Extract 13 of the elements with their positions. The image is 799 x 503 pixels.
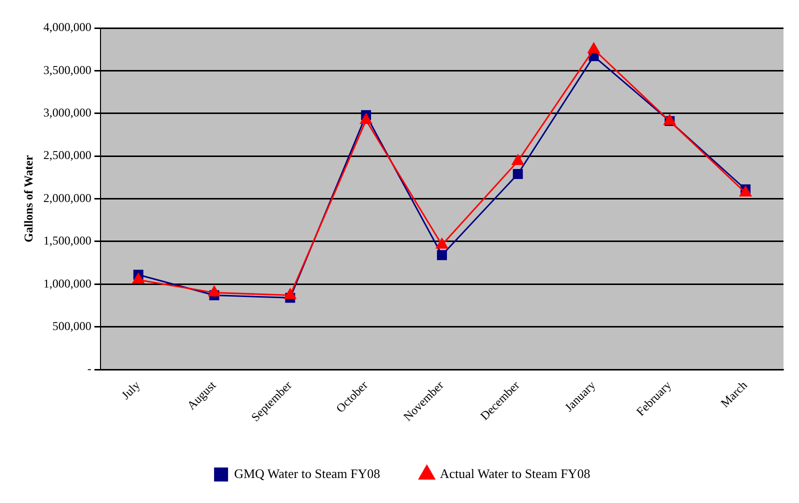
- y-tick-label: 3,000,000: [43, 106, 92, 120]
- y-tick-label: 2,000,000: [43, 190, 92, 205]
- y-tick-label: 2,500,000: [43, 148, 92, 162]
- y-tick-label: 3,500,000: [43, 62, 92, 77]
- legend-label: GMQ Water to Steam FY08: [234, 466, 380, 481]
- y-tick-label: 4,000,000: [43, 20, 92, 34]
- y-tick-label: -: [87, 362, 92, 376]
- y-axis-title: Gallons of Water: [21, 154, 36, 242]
- y-tick-label: 1,500,000: [43, 234, 92, 248]
- y-tick-label: 500,000: [52, 318, 92, 333]
- legend-label: Actual Water to Steam FY08: [440, 466, 590, 481]
- y-tick-label: 1,000,000: [43, 276, 92, 290]
- x-tick-label: July: [118, 378, 143, 402]
